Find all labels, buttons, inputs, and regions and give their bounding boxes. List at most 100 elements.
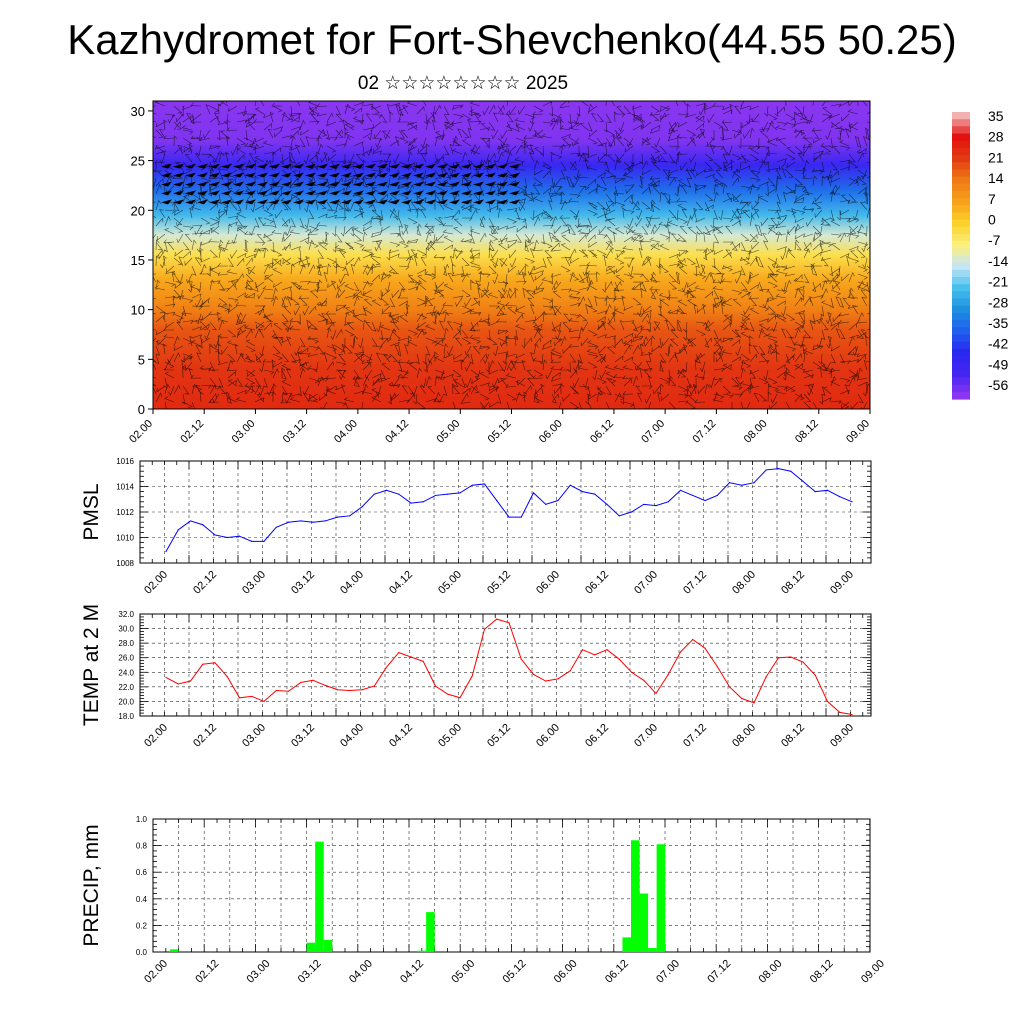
- jet-flag: [341, 172, 352, 178]
- jet-flag: [413, 172, 424, 178]
- jet-flag: [269, 172, 280, 178]
- jet-flag: [221, 199, 232, 205]
- x-tick-label: 04.00: [347, 958, 375, 986]
- colorbar-cell: [952, 348, 970, 357]
- data-point: [594, 493, 596, 495]
- colorbar-cell: [952, 284, 970, 292]
- y-tick-label: 32.0: [118, 610, 134, 619]
- data-point: [189, 680, 192, 682]
- colorbar-cell: [952, 126, 970, 135]
- precip-bar: [656, 844, 666, 952]
- jet-flag: [209, 163, 220, 169]
- jet-flag: [461, 181, 472, 187]
- data-point: [777, 657, 780, 659]
- wind-barbs: [153, 101, 870, 409]
- colorbar-cell: [952, 255, 970, 264]
- jet-flag: [185, 199, 196, 205]
- data-point: [741, 484, 743, 486]
- data-point: [839, 711, 841, 713]
- jet-flag: [425, 181, 436, 187]
- colorbar-cell: [952, 262, 970, 271]
- jet-flag: [341, 190, 352, 196]
- x-tick-label: 08.00: [730, 722, 758, 750]
- y-tick-label: 1012: [116, 508, 134, 517]
- data-point: [361, 689, 363, 691]
- colorbar-label: -42: [988, 336, 1008, 352]
- data-point: [349, 515, 351, 517]
- jet-flag: [161, 190, 172, 196]
- data-point: [814, 674, 816, 676]
- x-tick-label: 08.12: [779, 722, 807, 750]
- data-point: [667, 501, 669, 503]
- data-point: [716, 494, 718, 497]
- data-point: [581, 491, 584, 493]
- precip-panel: 0.0 0.2 0.4 0.6 0.8 1.0 02.00 02.12 03.00 03.12 04…: [80, 815, 887, 986]
- colorbar-cell: [952, 162, 970, 170]
- temperature-wind-cross-section: 0 5 10 15 20 25 30 02.00 02.12 03.00 03.12 04.00 04.…: [127, 100, 872, 446]
- x-tick-label: 09.00: [859, 958, 887, 986]
- jet-flag: [461, 199, 472, 205]
- x-tick-label: 04.12: [383, 418, 411, 446]
- colorbar-label: 0: [988, 212, 996, 228]
- jet-flag: [509, 181, 520, 187]
- jet-flag: [185, 172, 196, 178]
- data-point: [802, 661, 804, 663]
- colorbar-cell: [952, 341, 970, 350]
- colorbar-cell: [952, 298, 970, 307]
- jet-flag: [209, 199, 220, 205]
- jet-flag: [401, 181, 412, 187]
- data-point: [618, 658, 620, 660]
- jet-flag: [281, 172, 292, 178]
- x-tick-label: 07.12: [691, 418, 719, 446]
- x-tick-label: 05.12: [501, 958, 529, 986]
- jet-flag: [233, 199, 244, 205]
- x-tick-label: 09.00: [844, 418, 872, 446]
- x-tick-label: 02.12: [193, 958, 221, 986]
- jet-flag: [197, 172, 208, 178]
- colorbar-cell: [952, 327, 970, 336]
- data-point: [349, 689, 351, 692]
- x-tick-label: 03.00: [245, 958, 273, 986]
- jet-flag: [257, 172, 268, 178]
- y-tick-label: 0.4: [136, 895, 148, 904]
- temp-2m-panel: 18.0 20.0 22.0 24.0 26.0 28.0 30.0 32.0 02.00 02.…: [80, 604, 872, 750]
- x-tick-label: 08.00: [757, 958, 785, 986]
- jet-flag: [377, 190, 388, 196]
- wind-barb-field: [153, 101, 870, 409]
- data-point: [263, 700, 265, 703]
- jet-flag: [161, 199, 172, 205]
- jet-flag: [269, 181, 280, 187]
- jet-flag: [353, 199, 364, 205]
- jet-flag: [389, 163, 400, 169]
- data-point: [606, 503, 608, 505]
- jet-flag: [449, 163, 460, 169]
- jet-flag: [413, 199, 424, 205]
- jet-flag: [233, 190, 244, 196]
- x-tick-label: 03.00: [240, 722, 268, 750]
- data-point: [655, 505, 657, 507]
- jet-flag: [197, 199, 208, 205]
- jet-flag: [317, 190, 328, 196]
- data-point: [520, 658, 522, 660]
- data-point: [398, 493, 400, 495]
- data-point: [643, 679, 645, 681]
- data-point: [496, 499, 498, 502]
- colorbar-label: -21: [988, 274, 1008, 290]
- x-tick-label: 05.12: [486, 418, 514, 446]
- jet-flag: [365, 172, 376, 178]
- jet-flag: [437, 190, 448, 196]
- data-point: [202, 663, 204, 665]
- data-point: [312, 521, 314, 523]
- x-tick-label: 07.00: [654, 958, 682, 986]
- jet-flag: [329, 199, 340, 205]
- data-point: [508, 516, 510, 518]
- jet-flag: [473, 181, 484, 187]
- data-point: [459, 492, 461, 494]
- data-point: [251, 695, 253, 697]
- jet-flag: [401, 163, 412, 169]
- colorbar-cell: [952, 384, 970, 393]
- data-point: [287, 521, 290, 523]
- y-axis-title: TEMP at 2 M: [80, 604, 103, 726]
- colorbar-cell: [952, 355, 970, 364]
